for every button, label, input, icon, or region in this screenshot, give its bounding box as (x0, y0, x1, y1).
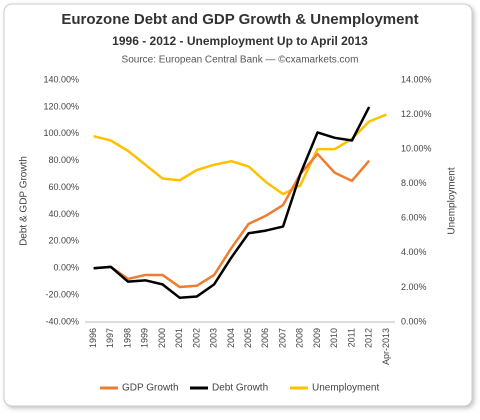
x-tick-label: 2002 (191, 328, 201, 348)
y2-tick-label: 10.00% (401, 144, 432, 154)
y-tick-label: 60.00% (48, 182, 79, 192)
series-line (93, 113, 387, 196)
series-line (93, 106, 371, 300)
source: Source: European Central Bank — ©cxamark… (122, 55, 359, 66)
legend-label: Unemployment (312, 383, 379, 394)
x-tick-label: 2012 (364, 328, 374, 348)
y-tick-label: 140.00% (43, 74, 79, 84)
x-tick-label: 2001 (174, 328, 184, 348)
x-tick-label: 2004 (226, 328, 236, 348)
x-tick-label: 1996 (88, 328, 98, 348)
y-axis-label: Debt & GDP Growth (19, 156, 30, 246)
y-tick-label: 100.00% (43, 128, 79, 138)
chart-subtitle: 1996 - 2012 - Unemployment Up to April 2… (112, 34, 368, 48)
x-tick-label: 2007 (277, 328, 287, 348)
x-tick-label: 2011 (346, 328, 356, 347)
x-tick-label: 2000 (157, 328, 167, 348)
y2-tick-label: 2.00% (401, 282, 427, 292)
y-tick-label: -40.00% (45, 316, 79, 326)
y-tick-label: 20.00% (48, 236, 79, 246)
x-tick-label: 2005 (243, 328, 253, 348)
legend-label: Debt Growth (212, 383, 268, 394)
y2-tick-label: 0.00% (401, 316, 427, 326)
y-tick-label: 0.00% (53, 263, 79, 273)
y2-tick-label: 4.00% (401, 247, 427, 257)
x-tick-label: 1997 (105, 328, 115, 348)
y-tick-label: 120.00% (43, 101, 79, 111)
y2-tick-label: 8.00% (401, 178, 427, 188)
legend-label: GDP Growth (122, 383, 179, 394)
x-tick-label: 1998 (122, 328, 132, 348)
y2-axis-label: Unemployment (447, 167, 458, 234)
y-tick-label: 40.00% (48, 209, 79, 219)
series-line (93, 152, 371, 289)
x-tick-label: 2009 (312, 328, 322, 348)
y2-tick-label: 14.00% (401, 74, 432, 84)
x-tick-label: 2006 (260, 328, 270, 348)
x-tick-label: 2010 (329, 328, 339, 348)
x-tick-label: 1999 (140, 328, 150, 348)
x-tick-label: 2003 (209, 328, 219, 348)
chart-title: Eurozone Debt and GDP Growth & Unemploym… (61, 11, 418, 28)
y-tick-label: -20.00% (45, 289, 79, 299)
y2-tick-label: 12.00% (401, 109, 432, 119)
x-tick-label: Apr-2013 (381, 328, 391, 365)
frame (3, 3, 473, 407)
x-tick-label: 2008 (295, 328, 305, 348)
y2-tick-label: 6.00% (401, 213, 427, 223)
y-tick-label: 80.00% (48, 155, 79, 165)
